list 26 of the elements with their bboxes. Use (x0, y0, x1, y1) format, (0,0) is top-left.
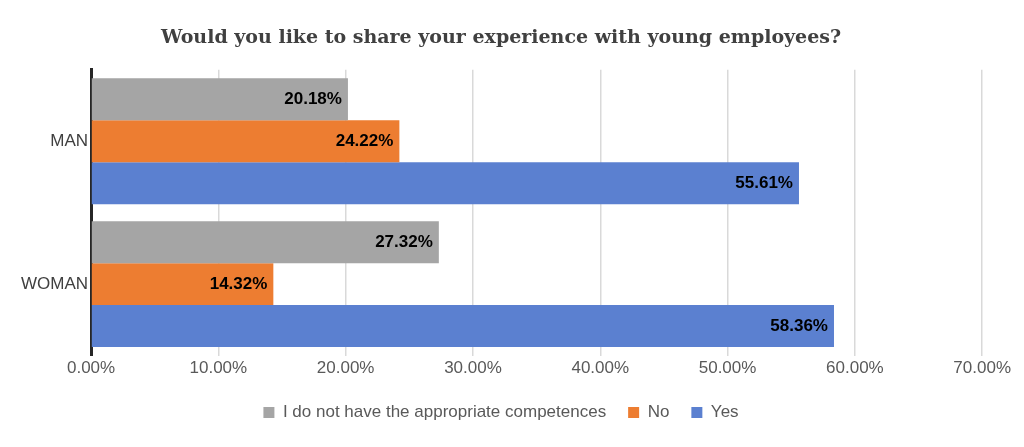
bar (91, 162, 799, 205)
bar (91, 305, 834, 348)
data-label: 55.61% (735, 172, 793, 192)
y-tick-label: WOMAN (21, 273, 89, 293)
x-tick-label: 10.00% (189, 358, 248, 378)
bar (91, 263, 274, 306)
y-tick-label: MAN (50, 130, 89, 150)
bar (91, 221, 439, 264)
legend-label: Yes (710, 402, 739, 422)
bar (91, 78, 348, 121)
data-label: 27.32% (375, 231, 433, 251)
data-label: 24.22% (335, 130, 394, 150)
chart-title: Would you like to share your experience with young employees? (159, 25, 842, 48)
data-label: 58.36% (770, 315, 828, 335)
bar (91, 120, 400, 163)
x-tick-label: 70.00% (953, 358, 1012, 378)
x-tick-label: 20.00% (316, 358, 375, 378)
legend-label: I do not have the appropriate competences (282, 402, 607, 422)
data-label: 20.18% (284, 89, 342, 109)
data-label: 14.32% (209, 273, 268, 293)
x-tick-label: 40.00% (571, 358, 630, 378)
legend-label: No (647, 402, 670, 422)
x-tick-label: 60.00% (826, 358, 884, 378)
x-tick-label: 50.00% (698, 358, 757, 378)
x-tick-label: 30.00% (444, 358, 502, 378)
x-tick-label: 0.00% (66, 358, 116, 378)
